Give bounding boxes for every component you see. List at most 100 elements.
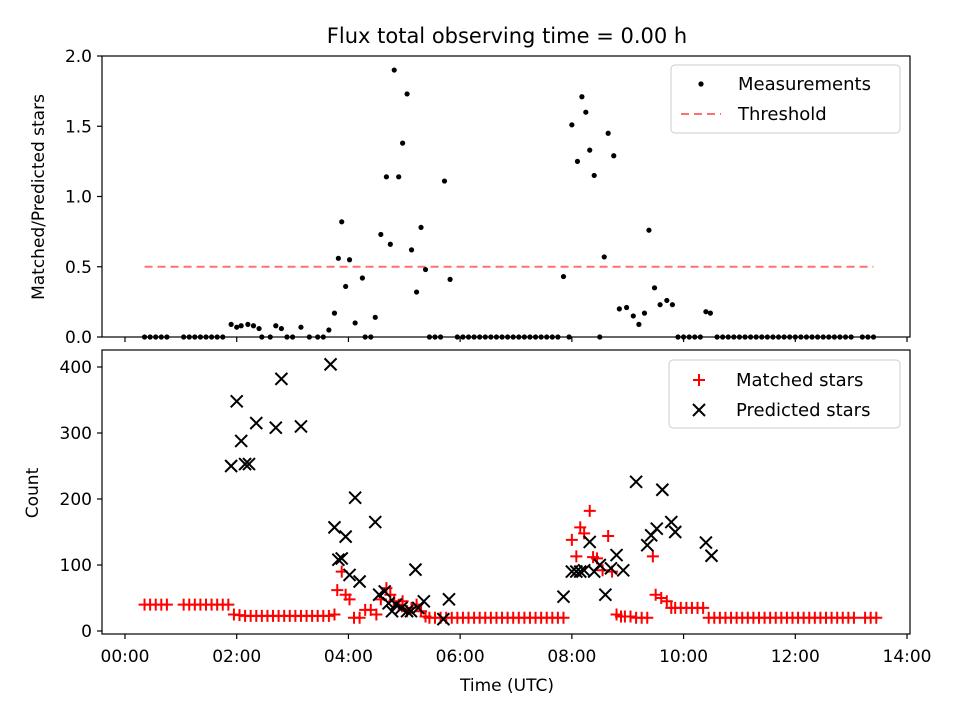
- predicted-point: [640, 538, 654, 552]
- legend-predicted-marker: [692, 403, 706, 417]
- x-axis-label: Time (UTC): [459, 676, 554, 696]
- legend-measurements: Measurements: [738, 74, 871, 95]
- measurement-point: [362, 334, 368, 340]
- measurement-point: [306, 334, 312, 340]
- ratio-y-tick-label: 0.5: [65, 258, 92, 278]
- measurement-point: [460, 334, 466, 340]
- measurement-point: [339, 219, 345, 225]
- measurement-point: [234, 324, 240, 330]
- measurement-point: [477, 334, 483, 340]
- count-y-tick-label: 200: [60, 490, 92, 510]
- measurement-point: [372, 314, 378, 320]
- measurement-point: [256, 325, 262, 332]
- measurement-point: [158, 334, 164, 340]
- measurement-point: [641, 310, 648, 316]
- measurement-point: [837, 334, 843, 340]
- measurement-point: [197, 334, 204, 340]
- predicted-point: [556, 589, 571, 604]
- measurement-point: [432, 334, 438, 340]
- measurement-point: [792, 334, 798, 340]
- measurement-point: [315, 334, 321, 340]
- legend-matched-marker: [693, 374, 705, 386]
- matched-point: [660, 595, 673, 608]
- count-y-ticks: 0 100 200 300 400: [60, 358, 102, 642]
- measurement-point: [579, 94, 585, 100]
- measurement-point: [153, 334, 159, 340]
- count-x-tick-label: 04:00: [324, 647, 373, 667]
- measurement-point: [346, 257, 353, 263]
- ratio-x-ticks: [124, 337, 908, 342]
- measurement-point: [245, 321, 251, 327]
- count-y-label: Count: [23, 467, 43, 518]
- measurement-point: [781, 334, 787, 340]
- matched-point: [160, 598, 173, 611]
- measurement-point: [418, 224, 424, 231]
- matched-point: [331, 584, 344, 597]
- measurement-point: [697, 334, 703, 340]
- predicted-point: [598, 587, 613, 602]
- measurement-point: [611, 153, 617, 159]
- measurement-point: [378, 231, 384, 238]
- measurement-point: [646, 227, 652, 233]
- measurement-point: [538, 334, 544, 340]
- measurement-point: [383, 174, 390, 180]
- predicted-point: [230, 394, 244, 409]
- measurement-point: [720, 334, 726, 340]
- legend-measurement-marker: [698, 81, 704, 87]
- measurement-point: [798, 334, 804, 340]
- matched-point: [222, 598, 235, 611]
- count-y-tick-label: 0: [81, 622, 92, 642]
- predicted-point: [442, 592, 456, 607]
- predicted-point: [385, 604, 399, 618]
- measurement-point: [289, 334, 296, 340]
- measurement-point: [664, 297, 670, 304]
- measurement-point: [326, 327, 332, 333]
- measurement-point: [488, 334, 494, 340]
- predicted-point: [404, 604, 418, 618]
- measurement-point: [560, 273, 567, 280]
- measurement-point: [759, 334, 765, 340]
- matched-point: [557, 611, 570, 624]
- measurement-point: [250, 323, 257, 329]
- count-x-tick-label: 00:00: [101, 647, 150, 667]
- count-x-tick-label: 06:00: [436, 647, 485, 667]
- ratio-y-tick-label: 0.0: [65, 328, 92, 348]
- matched-point: [322, 609, 335, 622]
- measurement-point: [686, 334, 692, 340]
- measurement-point: [192, 334, 198, 340]
- ratio-y-tick-label: 1.5: [65, 117, 92, 137]
- measurement-point: [848, 334, 854, 340]
- predicted-point: [650, 521, 664, 536]
- measurement-point: [725, 334, 731, 340]
- count-y-tick-label: 300: [60, 424, 92, 444]
- measurement-point: [493, 334, 500, 340]
- predicted-point: [593, 558, 607, 572]
- measurement-point: [775, 334, 782, 340]
- predicted-point: [417, 594, 431, 609]
- ratio-y-tick-label: 2.0: [65, 47, 92, 67]
- predicted-point: [331, 553, 346, 567]
- matched-point: [641, 611, 654, 624]
- measurement-point: [404, 91, 410, 97]
- matched-point: [602, 529, 615, 542]
- predicted-point: [234, 434, 248, 448]
- matched-point: [565, 533, 578, 546]
- measurement-point: [748, 334, 754, 340]
- measurement-point: [147, 334, 153, 340]
- measurement-point: [764, 334, 770, 340]
- measurement-point: [220, 334, 226, 340]
- measurement-point: [273, 323, 279, 329]
- measurement-point: [680, 334, 687, 340]
- count-x-tick-label: 10:00: [659, 647, 708, 667]
- matched-point: [697, 601, 710, 614]
- measurement-point: [544, 334, 550, 340]
- measurement-point: [630, 313, 636, 319]
- matched-point: [596, 564, 609, 577]
- measurement-point: [842, 334, 849, 340]
- predicted-point: [342, 568, 357, 582]
- measurement-point: [505, 334, 511, 340]
- measurement-point: [454, 334, 460, 340]
- measurement-point: [870, 334, 877, 340]
- measurement-point: [387, 241, 393, 247]
